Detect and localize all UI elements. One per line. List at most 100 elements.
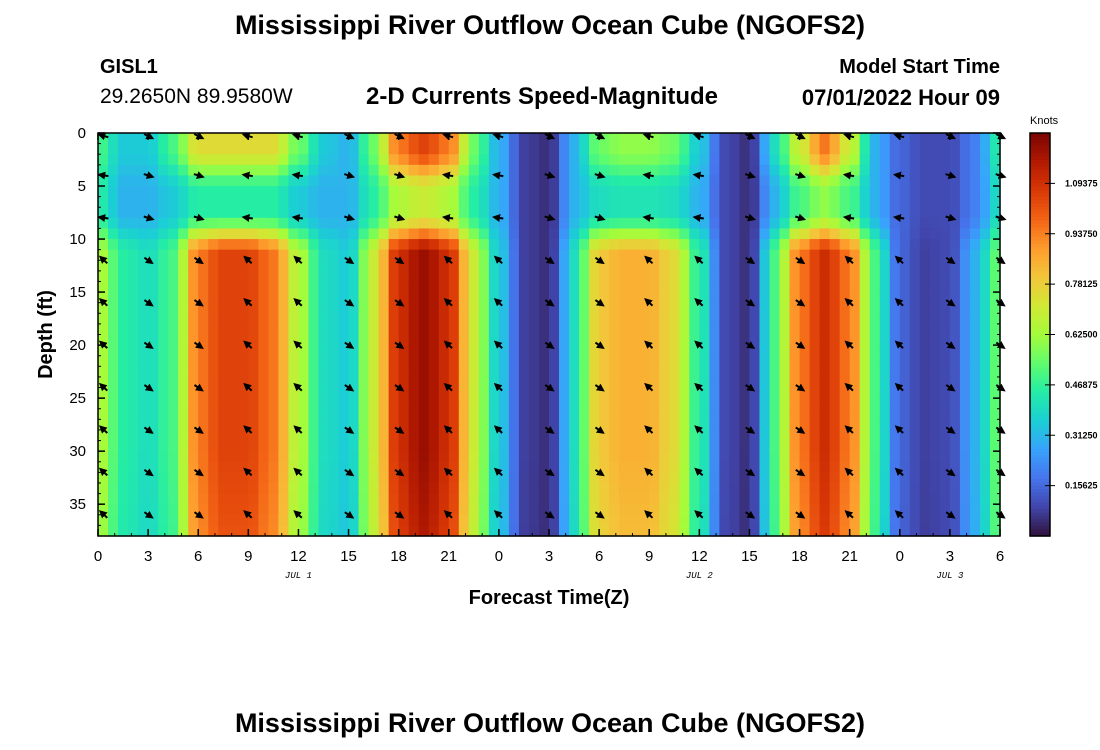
x-tick-label: 12 <box>290 548 307 565</box>
heatmap-cell <box>739 249 751 261</box>
heatmap-cell <box>619 514 630 526</box>
heatmap-cell <box>659 313 670 325</box>
heatmap-cell <box>649 249 660 261</box>
heatmap-cell <box>719 228 730 240</box>
x-tick-label: 12 <box>691 548 708 565</box>
heatmap-cell <box>629 514 640 526</box>
heatmap-cell <box>979 334 991 346</box>
heatmap-cell <box>138 525 149 537</box>
colorbar-segment <box>1030 186 1050 191</box>
heatmap-cell <box>829 164 841 177</box>
heatmap-cell <box>188 313 199 325</box>
heatmap-cell <box>278 260 290 272</box>
heatmap-cell <box>609 514 620 526</box>
heatmap-cell <box>508 249 520 261</box>
heatmap-cell <box>669 525 680 537</box>
heatmap-cell <box>699 186 710 198</box>
heatmap-cell <box>518 334 530 346</box>
heatmap-cell <box>559 376 570 389</box>
colorbar-segment <box>1030 274 1050 279</box>
heatmap-cell <box>338 461 350 473</box>
heatmap-cell <box>208 440 219 452</box>
heatmap-cell <box>549 366 560 378</box>
heatmap-cell <box>508 398 520 410</box>
heatmap-cell <box>348 387 360 399</box>
heatmap-cell <box>408 270 420 283</box>
heatmap-cell <box>959 239 971 251</box>
heatmap-cell <box>619 451 630 463</box>
heatmap-cell <box>809 175 821 187</box>
heatmap-cell <box>398 461 410 473</box>
heatmap-cell <box>819 493 831 505</box>
heatmap-cell <box>368 482 380 495</box>
heatmap-cell <box>338 504 350 516</box>
heatmap-cell <box>979 398 991 410</box>
heatmap-cell <box>919 440 931 452</box>
heatmap-cell <box>729 154 741 166</box>
heatmap-cell <box>719 143 730 155</box>
heatmap-cell <box>769 461 781 473</box>
heatmap-cell <box>328 313 340 325</box>
heatmap-cell <box>859 504 871 516</box>
heatmap-cell <box>218 175 229 187</box>
heatmap-cell <box>799 175 811 187</box>
heatmap-cell <box>248 302 259 314</box>
current-arrow <box>344 468 355 477</box>
heatmap-cell <box>238 376 249 389</box>
colorbar-segment <box>1030 405 1050 409</box>
heatmap-cell <box>488 323 500 336</box>
heatmap-cell <box>418 461 430 473</box>
heatmap-cell <box>699 175 710 187</box>
heatmap-cell <box>198 133 209 145</box>
heatmap-cell <box>408 217 420 230</box>
heatmap-cell <box>839 260 851 272</box>
current-vectors <box>97 131 1007 519</box>
heatmap-cell <box>238 164 249 177</box>
heatmap-cell <box>518 292 530 304</box>
heatmap-cell <box>308 164 320 177</box>
heatmap-cell <box>358 313 370 325</box>
heatmap-cell <box>679 461 690 473</box>
heatmap-cell <box>98 376 109 389</box>
heatmap-cell <box>188 260 199 272</box>
heatmap-cell <box>298 440 310 452</box>
heatmap-cell <box>829 461 841 473</box>
heatmap-cell <box>358 175 370 187</box>
heatmap-cell <box>398 451 410 463</box>
heatmap-cell <box>889 366 901 378</box>
heatmap-cell <box>789 239 801 251</box>
heatmap-cell <box>328 408 340 420</box>
heatmap-cell <box>939 207 951 219</box>
heatmap-cell <box>989 207 1001 219</box>
heatmap-cell <box>909 196 921 208</box>
heatmap-cell <box>518 345 530 357</box>
heatmap-cell <box>178 472 189 484</box>
heatmap-cell <box>609 154 620 166</box>
heatmap-cell <box>609 239 620 251</box>
heatmap-cell <box>368 175 380 187</box>
heatmap-cell <box>268 313 279 325</box>
heatmap-cell <box>769 525 781 537</box>
heatmap-cell <box>348 164 360 177</box>
heatmap-cell <box>739 292 751 304</box>
current-arrow <box>644 425 654 434</box>
heatmap-cell <box>649 281 660 293</box>
heatmap-cell <box>699 249 710 261</box>
heatmap-cell <box>528 504 540 516</box>
heatmap-cell <box>198 429 209 442</box>
heatmap-cell <box>579 323 590 336</box>
heatmap-cell <box>849 196 861 208</box>
heatmap-cell <box>278 133 290 145</box>
heatmap-cell <box>849 302 861 314</box>
heatmap-cell <box>909 482 921 495</box>
heatmap-cell <box>218 249 229 261</box>
colorbar-segment <box>1030 509 1050 514</box>
heatmap-cell <box>989 387 1001 399</box>
heatmap-cell <box>699 461 710 473</box>
heatmap-cell <box>569 164 580 177</box>
current-arrow <box>894 510 904 519</box>
heatmap-cell <box>549 345 560 357</box>
current-arrow <box>97 171 109 180</box>
heatmap-cell <box>108 186 119 198</box>
heatmap-cell <box>458 345 470 357</box>
